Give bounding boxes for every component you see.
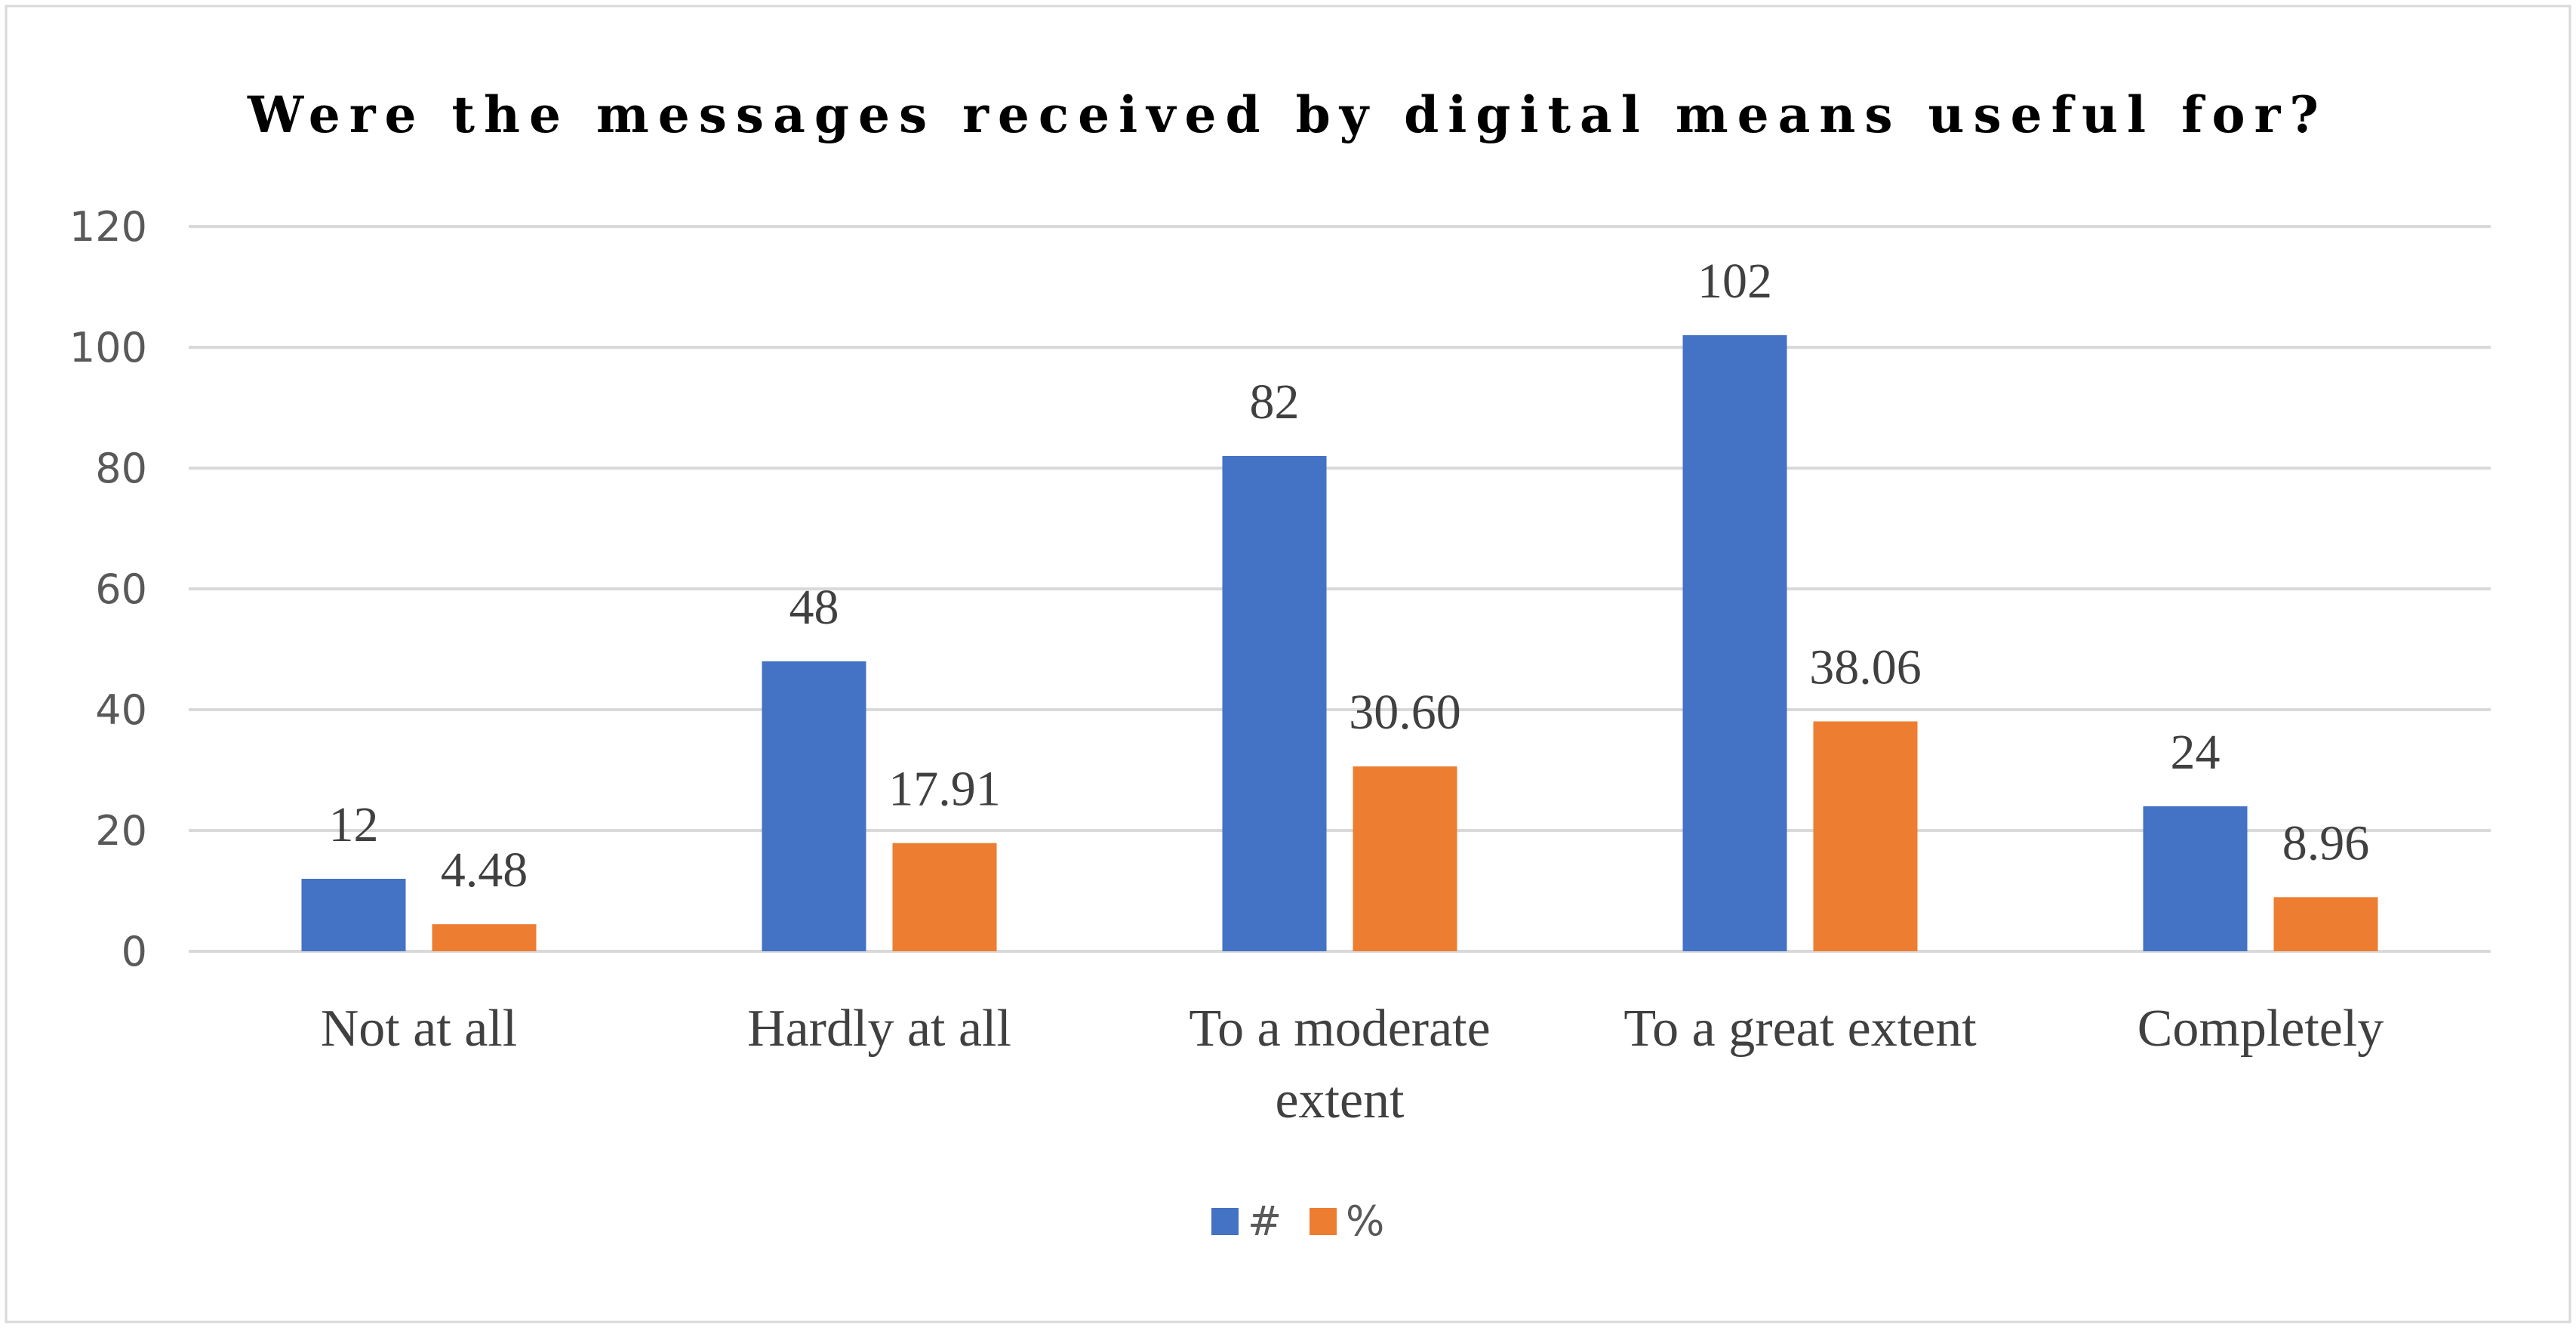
data-label: 82 (1250, 374, 1300, 430)
data-label: 38.06 (1809, 640, 1922, 695)
bar (301, 879, 406, 951)
x-tick-label: Completely (2137, 1000, 2384, 1058)
bar (2273, 897, 2378, 951)
bar (1682, 335, 1787, 951)
data-label: 12 (329, 797, 379, 852)
y-tick-label: 60 (95, 565, 147, 613)
chart-title: Were the messages received by digital me… (247, 85, 2328, 144)
data-label: 4.48 (441, 843, 528, 898)
data-label: 30.60 (1349, 685, 1461, 740)
bar (1813, 721, 1918, 951)
gridlines (189, 225, 2491, 953)
x-axis-ticks: Not at all Hardly at all To a moderate exte… (321, 1000, 2384, 1129)
y-tick-label: 0 (122, 928, 147, 975)
bars (301, 335, 2378, 951)
y-axis-ticks: 0 20 40 60 80 100 120 (69, 203, 147, 975)
data-label: 48 (789, 580, 839, 635)
y-tick-label: 20 (95, 807, 147, 855)
data-labels: 12 4.48 48 17.91 82 30.60 102 38.06 24 8.96 (329, 254, 2370, 898)
bar (762, 661, 866, 951)
y-tick-label: 80 (95, 445, 147, 492)
data-label: 24 (2171, 725, 2221, 780)
data-label: 102 (1697, 254, 1772, 309)
legend-swatch (1211, 1208, 1239, 1235)
x-tick-label: To a moderate (1189, 1000, 1490, 1058)
y-tick-label: 40 (95, 686, 147, 734)
data-label: 8.96 (2282, 815, 2370, 870)
x-tick-label: To a great extent (1623, 1000, 1977, 1058)
bar (2143, 806, 2248, 951)
x-tick-label: extent (1275, 1071, 1405, 1129)
x-tick-label: Not at all (321, 1000, 517, 1058)
y-tick-label: 100 (69, 324, 147, 371)
legend-swatch (1310, 1208, 1337, 1235)
bar (1222, 456, 1327, 951)
legend-label: % (1346, 1197, 1384, 1245)
bar (1353, 766, 1457, 951)
legend: #% (1211, 1197, 1384, 1245)
x-tick-label: Hardly at all (747, 1000, 1011, 1058)
data-label: 17.91 (888, 762, 1001, 817)
legend-label: # (1248, 1197, 1282, 1245)
bar (892, 843, 997, 951)
y-tick-label: 120 (69, 203, 147, 251)
bar (432, 924, 537, 951)
